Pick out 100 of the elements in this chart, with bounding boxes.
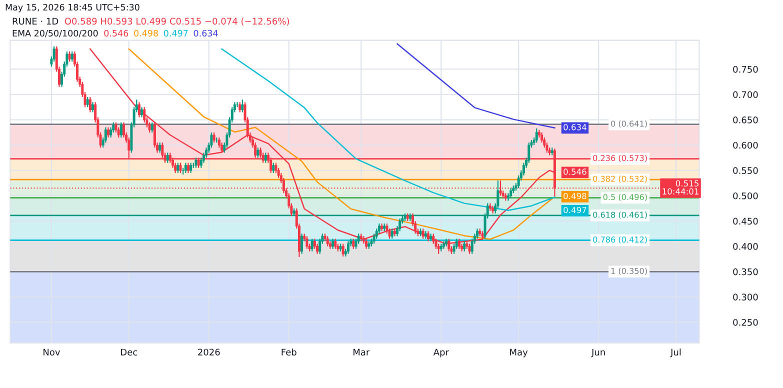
ref-line-label: 0.382 (0.532) bbox=[593, 176, 647, 183]
candlestick bbox=[517, 174, 520, 189]
y-tick-label: 0.500 bbox=[733, 192, 758, 200]
ref-line-label: 0.786 (0.412) bbox=[593, 236, 647, 244]
y-tick-label: 0.700 bbox=[733, 91, 758, 98]
candlestick bbox=[187, 162, 190, 174]
candlestick bbox=[52, 46, 56, 62]
ref-line-label: 0.618 (0.461) bbox=[593, 212, 647, 219]
candlestick bbox=[88, 96, 92, 113]
candlestick bbox=[70, 50, 74, 62]
candlestick bbox=[463, 240, 466, 252]
candlestick bbox=[148, 122, 151, 134]
candlestick bbox=[241, 99, 244, 113]
x-tick-label: Jun bbox=[591, 348, 605, 358]
candlestick bbox=[300, 233, 304, 254]
y-tick-label: 0.350 bbox=[733, 268, 758, 276]
candlestick bbox=[184, 162, 187, 174]
x-tick-label: Nov bbox=[44, 348, 60, 356]
candlestick bbox=[179, 162, 182, 174]
x-tick-label: Feb bbox=[282, 348, 296, 356]
candlestick bbox=[153, 122, 156, 148]
candlestick bbox=[535, 128, 538, 144]
text: 0.498 bbox=[134, 30, 158, 37]
candlestick bbox=[68, 50, 71, 62]
candlestick bbox=[543, 136, 546, 148]
chart-subtitle: O0.589 H0.593 L0.499 C0.515 −0.074 (−12.56%) bbox=[64, 18, 289, 26]
y-tick-label: 0.550 bbox=[733, 167, 758, 174]
x-tick-label: May bbox=[510, 348, 528, 358]
candlestick bbox=[117, 126, 120, 138]
y-tick-label: 0.600 bbox=[733, 142, 758, 149]
candlestick bbox=[92, 102, 94, 113]
y-tick-label: 0.650 bbox=[733, 116, 758, 124]
candlestick bbox=[256, 147, 260, 158]
candlestick bbox=[140, 106, 144, 118]
candlestick bbox=[272, 162, 275, 174]
candlestick bbox=[277, 167, 280, 179]
candlestick bbox=[422, 228, 424, 240]
x-tick-label: Mar bbox=[354, 348, 370, 356]
data-label: 0.498 bbox=[564, 192, 586, 200]
x-tick-label: Jul bbox=[670, 348, 681, 358]
candlestick bbox=[120, 122, 122, 138]
candlestick bbox=[334, 238, 337, 250]
chart-title: RUNE · 1D bbox=[12, 18, 58, 25]
candlestick bbox=[306, 236, 308, 250]
candlestick bbox=[347, 240, 350, 254]
candlestick bbox=[427, 230, 430, 242]
candlestick bbox=[174, 162, 177, 174]
x-tick-label: 2026 bbox=[198, 348, 220, 356]
candlestick bbox=[158, 142, 162, 154]
candlestick bbox=[122, 122, 125, 138]
ref-line-label: 0.236 (0.573) bbox=[593, 154, 647, 162]
candlestick bbox=[522, 162, 525, 176]
text: 0.634 bbox=[194, 30, 218, 37]
x-tick-label: Dec bbox=[121, 348, 138, 356]
candlestick bbox=[190, 162, 192, 174]
candlestick bbox=[194, 157, 198, 168]
data-label: 0.546 bbox=[564, 168, 586, 175]
candlestick bbox=[238, 102, 242, 113]
line-series bbox=[396, 43, 556, 129]
candlestick bbox=[112, 122, 115, 134]
candlestick bbox=[326, 236, 329, 247]
text: 0.497 bbox=[164, 30, 188, 37]
y-tick-label: 0.400 bbox=[733, 243, 758, 250]
text: 0.546 bbox=[104, 30, 128, 37]
ref-line-label: 0.515 10:44:01 bbox=[662, 180, 698, 195]
candlestick bbox=[540, 132, 544, 144]
candlestick bbox=[386, 223, 388, 234]
candlestick bbox=[166, 152, 169, 164]
y-tick-label: 0.300 bbox=[733, 294, 758, 300]
candlestick bbox=[332, 238, 334, 250]
candlestick bbox=[114, 122, 118, 134]
data-label: 0.634 bbox=[564, 124, 586, 130]
candlestick bbox=[110, 126, 112, 138]
candlestick bbox=[106, 126, 110, 138]
y-tick-label: 0.450 bbox=[733, 218, 758, 225]
candlestick bbox=[218, 136, 220, 148]
candlestick bbox=[390, 228, 394, 240]
candlestick bbox=[150, 122, 154, 134]
text: May 15, 2026 18:45 UTC+5:30 bbox=[6, 4, 140, 12]
ref-line-label: 0.5 (0.496) bbox=[603, 194, 647, 202]
candlestick bbox=[510, 188, 512, 199]
y-tick-label: 0.250 bbox=[733, 318, 758, 326]
y-tick-label: 0.750 bbox=[733, 66, 758, 73]
line-series bbox=[221, 48, 556, 212]
candlestick bbox=[398, 218, 402, 232]
data-label: 0.497 bbox=[564, 206, 586, 214]
candlestick bbox=[342, 243, 344, 258]
candlestick bbox=[310, 238, 314, 252]
candlestick bbox=[468, 243, 471, 254]
ref-line-label: 1 (0.350) bbox=[611, 268, 647, 275]
candlestick bbox=[104, 126, 107, 144]
candlestick bbox=[212, 132, 216, 144]
candlestick bbox=[264, 152, 267, 164]
text: EMA 20/50/100/200 bbox=[12, 30, 98, 38]
ref-line-label: 0 (0.641) bbox=[611, 120, 647, 128]
candlestick bbox=[352, 238, 355, 250]
candlestick bbox=[86, 96, 89, 108]
candlestick bbox=[176, 162, 180, 174]
candlestick bbox=[210, 132, 213, 148]
x-tick-label: Apr bbox=[433, 348, 449, 358]
